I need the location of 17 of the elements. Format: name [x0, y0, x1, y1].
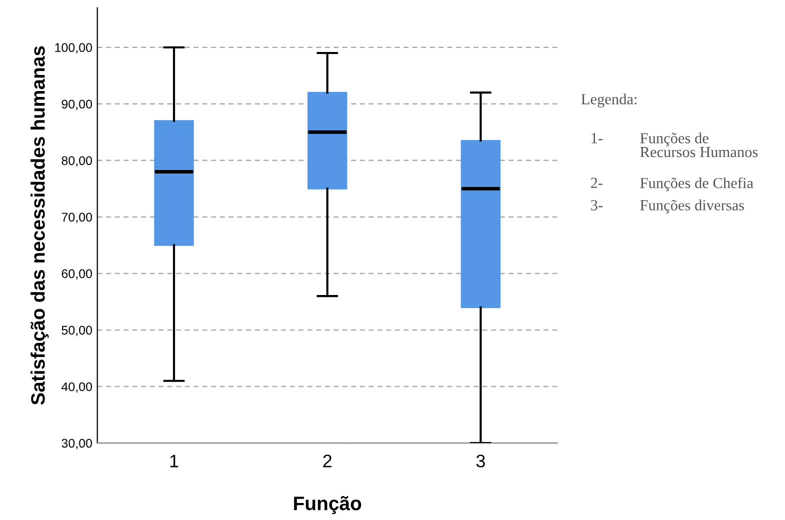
text: 2- Funções de Chefia — [590, 177, 754, 192]
x-tick-label: 3 — [476, 454, 485, 468]
text: Legenda: — [581, 94, 636, 108]
y-tick-label: 70,00 — [62, 212, 92, 224]
y-tick-label: 50,00 — [62, 326, 92, 336]
text: 3- Funções diversas — [591, 200, 744, 214]
x-axis-title: Função — [294, 496, 362, 514]
y-tick-label: 90,00 — [62, 100, 92, 110]
y-tick-label: 60,00 — [62, 269, 92, 280]
text: 1- Funções de Recursos Humanos — [592, 132, 758, 158]
y-tick-label: 40,00 — [61, 382, 92, 393]
y-tick-label: 100,00 — [55, 43, 92, 54]
y-tick-label: 80,00 — [62, 156, 92, 167]
y-tick-label: 30,00 — [62, 438, 92, 450]
x-tick-label: 2 — [323, 454, 332, 468]
x-tick-label: 1 — [170, 454, 178, 468]
y-axis-title: Satisfação das necessidades humanas — [30, 46, 49, 405]
